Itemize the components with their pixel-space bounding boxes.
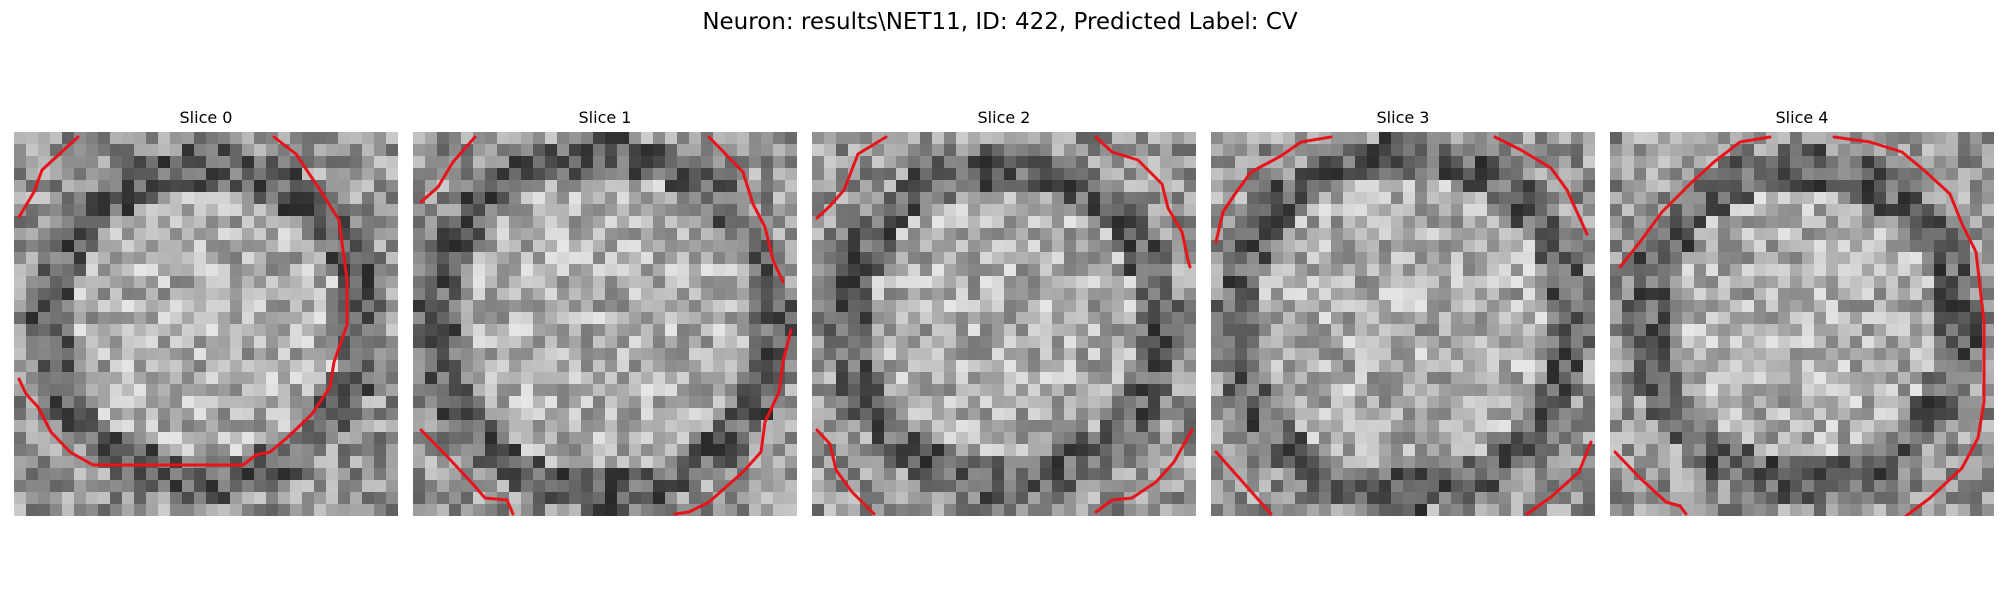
slice-panel-0: Slice 0 <box>14 108 398 516</box>
slice-title: Slice 2 <box>977 108 1031 127</box>
slice-title: Slice 3 <box>1376 108 1430 127</box>
contour-line <box>1214 450 1273 516</box>
contour-line <box>1094 135 1192 269</box>
slice-panel-4: Slice 4 <box>1610 108 1994 516</box>
contour-line <box>419 428 515 516</box>
slice-title: Slice 1 <box>578 108 632 127</box>
contour-line <box>673 328 793 516</box>
slice-image <box>413 132 797 516</box>
contour-line <box>1214 135 1333 244</box>
slice-image <box>14 132 398 516</box>
contour-line <box>1493 135 1589 236</box>
slice-image <box>1610 132 1994 516</box>
contour-overlay <box>17 135 349 467</box>
contour-line <box>17 135 80 219</box>
contour-line <box>707 135 785 284</box>
slice-title: Slice 4 <box>1775 108 1829 127</box>
contour-line <box>1094 428 1194 514</box>
slice-panel-3: Slice 3 <box>1211 108 1595 516</box>
figure-title: Neuron: results\NET11, ID: 422, Predicte… <box>702 9 1298 35</box>
contour-line <box>419 135 477 204</box>
slice-panel-1: Slice 1 <box>413 108 797 516</box>
slice-image <box>1211 132 1595 516</box>
contour-overlay <box>815 135 1194 516</box>
contour-line <box>1618 135 1772 269</box>
contour-overlay <box>1214 135 1593 516</box>
slice-panel-2: Slice 2 <box>812 108 1196 516</box>
contour-line <box>17 135 349 467</box>
contour-overlay <box>419 135 793 516</box>
contour-line <box>1525 440 1593 516</box>
contour-line <box>815 428 876 516</box>
slice-image <box>812 132 1196 516</box>
contour-overlay <box>1613 135 1986 516</box>
contour-line <box>1832 135 1986 516</box>
slice-title: Slice 0 <box>179 108 233 127</box>
contour-line <box>815 135 888 220</box>
contour-line <box>1613 450 1688 516</box>
